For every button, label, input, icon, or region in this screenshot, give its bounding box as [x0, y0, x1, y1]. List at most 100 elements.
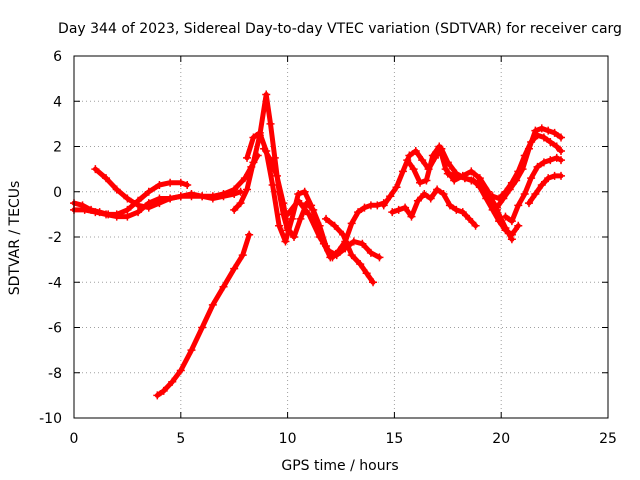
- data-point-marker: [270, 153, 279, 162]
- data-point-marker: [495, 194, 504, 203]
- data-point-marker: [260, 144, 269, 153]
- data-point-marker: [347, 251, 356, 260]
- data-point-marker: [332, 251, 341, 260]
- y-tick-label: 2: [53, 140, 62, 156]
- data-point-marker: [155, 199, 164, 208]
- data-point-marker: [418, 156, 427, 165]
- data-point-marker: [544, 174, 553, 183]
- data-point-marker: [304, 210, 313, 219]
- x-tick-label: 25: [599, 431, 617, 447]
- data-point-marker: [144, 203, 153, 212]
- data-point-marker: [445, 201, 454, 210]
- y-tick-label: -2: [48, 230, 62, 246]
- data-point-marker: [123, 194, 132, 203]
- data-point-marker: [514, 167, 523, 176]
- data-point-marker: [507, 217, 516, 226]
- data-point-marker: [475, 174, 484, 183]
- data-point-marker: [324, 246, 333, 255]
- data-point-marker: [524, 199, 533, 208]
- data-point-marker: [134, 201, 143, 210]
- data-point-marker: [362, 269, 371, 278]
- data-point-marker: [514, 201, 523, 210]
- y-tick-label: 0: [53, 185, 62, 201]
- data-point-marker: [452, 171, 461, 180]
- chart-title: Day 344 of 2023, Sidereal Day-to-day VTE…: [58, 21, 622, 37]
- data-point-marker: [208, 194, 217, 203]
- series-line: [503, 155, 564, 224]
- data-point-marker: [533, 131, 542, 140]
- series-track-15: [501, 153, 566, 226]
- data-point-marker: [488, 192, 497, 201]
- data-point-marker: [405, 151, 414, 160]
- series-track-16: [524, 171, 566, 208]
- data-point-marker: [272, 171, 281, 180]
- data-point-marker: [428, 151, 437, 160]
- data-point-marker: [236, 199, 245, 208]
- data-point-marker: [552, 153, 561, 162]
- data-point-marker: [268, 180, 277, 189]
- x-tick-label: 0: [70, 431, 79, 447]
- data-point-marker: [492, 203, 501, 212]
- data-point-marker: [409, 165, 418, 174]
- data-point-marker: [520, 151, 529, 160]
- data-point-marker: [208, 300, 217, 309]
- data-point-marker: [243, 153, 252, 162]
- data-point-marker: [262, 90, 271, 99]
- data-point-marker: [230, 264, 239, 273]
- data-point-marker: [266, 156, 275, 165]
- data-point-marker: [281, 237, 290, 246]
- data-point-marker: [527, 137, 536, 146]
- data-point-marker: [144, 187, 153, 196]
- data-point-marker: [294, 190, 303, 199]
- data-point-marker: [134, 208, 143, 217]
- data-point-marker: [413, 196, 422, 205]
- data-point-marker: [465, 214, 474, 223]
- data-point-marker: [166, 194, 175, 203]
- series-track-9: [322, 214, 378, 287]
- data-point-marker: [166, 178, 175, 187]
- data-point-marker: [394, 205, 403, 214]
- data-point-marker: [441, 165, 450, 174]
- y-tick-label: 6: [53, 49, 62, 65]
- data-point-marker: [322, 214, 331, 223]
- data-point-marker: [398, 167, 407, 176]
- data-point-marker: [290, 233, 299, 241]
- data-point-marker: [255, 128, 264, 137]
- data-point-marker: [507, 235, 516, 244]
- data-point-marker: [153, 391, 162, 400]
- data-point-marker: [435, 142, 444, 151]
- data-point-marker: [473, 178, 482, 187]
- data-point-marker: [537, 180, 546, 189]
- data-point-marker: [238, 251, 247, 260]
- data-point-marker: [249, 133, 258, 142]
- y-tick-label: 4: [53, 94, 62, 110]
- data-point-marker: [537, 124, 546, 133]
- data-point-marker: [230, 205, 239, 214]
- data-point-marker: [87, 205, 96, 214]
- data-point-marker: [339, 230, 348, 239]
- data-point-marker: [176, 192, 185, 201]
- data-point-marker: [243, 185, 252, 194]
- x-axis-title: GPS time / hours: [281, 458, 398, 474]
- data-point-marker: [507, 178, 516, 187]
- series-track-4: [153, 230, 254, 400]
- data-point-marker: [296, 214, 305, 223]
- data-point-marker: [78, 201, 87, 210]
- x-tick-label: 5: [176, 431, 185, 447]
- data-point-marker: [467, 167, 476, 176]
- data-point-marker: [302, 199, 311, 208]
- data-point-marker: [531, 126, 540, 135]
- data-point-marker: [386, 192, 395, 201]
- series-layer: [70, 90, 566, 400]
- data-point-marker: [358, 239, 367, 248]
- data-point-marker: [230, 190, 239, 199]
- data-point-marker: [420, 190, 429, 199]
- axis-ticks: [73, 55, 609, 419]
- data-point-marker: [309, 205, 318, 214]
- data-point-marker: [439, 190, 448, 199]
- data-point-marker: [416, 178, 425, 187]
- data-point-marker: [330, 221, 339, 230]
- data-point-marker: [349, 237, 358, 246]
- data-point-marker: [95, 208, 104, 217]
